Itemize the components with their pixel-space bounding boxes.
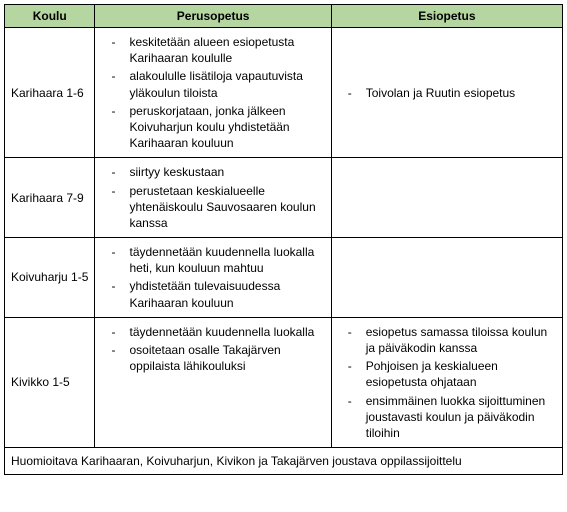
list-item: Pohjoisen ja keskialueen esiopetusta ohj… (356, 358, 556, 390)
header-perusopetus: Perusopetus (95, 5, 331, 28)
table-row: Kivikko 1-5täydennetään kuudennella luok… (5, 317, 563, 447)
footer-row: Huomioitava Karihaaran, Koivuharjun, Kiv… (5, 448, 563, 475)
esiopetus-cell: esiopetus samassa tiloissa koulun ja päi… (331, 317, 562, 447)
esiopetus-cell (331, 158, 562, 238)
list-item: ensimmäinen luokka sijoittuminen joustav… (356, 393, 556, 442)
perusopetus-cell: siirtyy keskustaan perustetaan keskialuee… (95, 158, 331, 238)
school-cell: Koivuharju 1-5 (5, 238, 95, 318)
list-item: yhdistetään tulevaisuudessa Karihaaran k… (119, 278, 324, 310)
list-item: alakoululle lisätiloja vapautuvista yläk… (119, 68, 324, 100)
list-item: peruskorjataan, jonka jälkeen Koivuharju… (119, 103, 324, 152)
header-row: Koulu Perusopetus Esiopetus (5, 5, 563, 28)
list-item: esiopetus samassa tiloissa koulun ja päi… (356, 324, 556, 356)
list-item: Toivolan ja Ruutin esiopetus (356, 85, 556, 101)
school-cell: Karihaara 7-9 (5, 158, 95, 238)
esiopetus-cell: Toivolan ja Ruutin esiopetus (331, 28, 562, 158)
footer-cell: Huomioitava Karihaaran, Koivuharjun, Kiv… (5, 448, 563, 475)
school-cell: Karihaara 1-6 (5, 28, 95, 158)
header-esiopetus: Esiopetus (331, 5, 562, 28)
perusopetus-cell: täydennetään kuudennella luokalla heti, … (95, 238, 331, 318)
school-cell: Kivikko 1-5 (5, 317, 95, 447)
list-item: täydennetään kuudennella luokalla (119, 324, 324, 340)
list-item: osoitetaan osalle Takajärven oppilaista … (119, 342, 324, 374)
esiopetus-cell (331, 238, 562, 318)
list-item: keskitetään alueen esiopetusta Karihaara… (119, 34, 324, 66)
list-item: täydennetään kuudennella luokalla heti, … (119, 244, 324, 276)
school-table: Koulu Perusopetus Esiopetus Karihaara 1-… (4, 4, 563, 475)
table-row: Karihaara 1-6 keskitetään alueen esiopetu… (5, 28, 563, 158)
list-item: perustetaan keskialueelle yhtenäiskoulu … (119, 183, 324, 232)
perusopetus-cell: täydennetään kuudennella luokalla osoitet… (95, 317, 331, 447)
header-koulu: Koulu (5, 5, 95, 28)
table-row: Koivuharju 1-5 täydennetään kuudennella l… (5, 238, 563, 318)
table-row: Karihaara 7-9 siirtyy keskustaan perusteta… (5, 158, 563, 238)
perusopetus-cell: keskitetään alueen esiopetusta Karihaara… (95, 28, 331, 158)
list-item: siirtyy keskustaan (119, 164, 324, 180)
